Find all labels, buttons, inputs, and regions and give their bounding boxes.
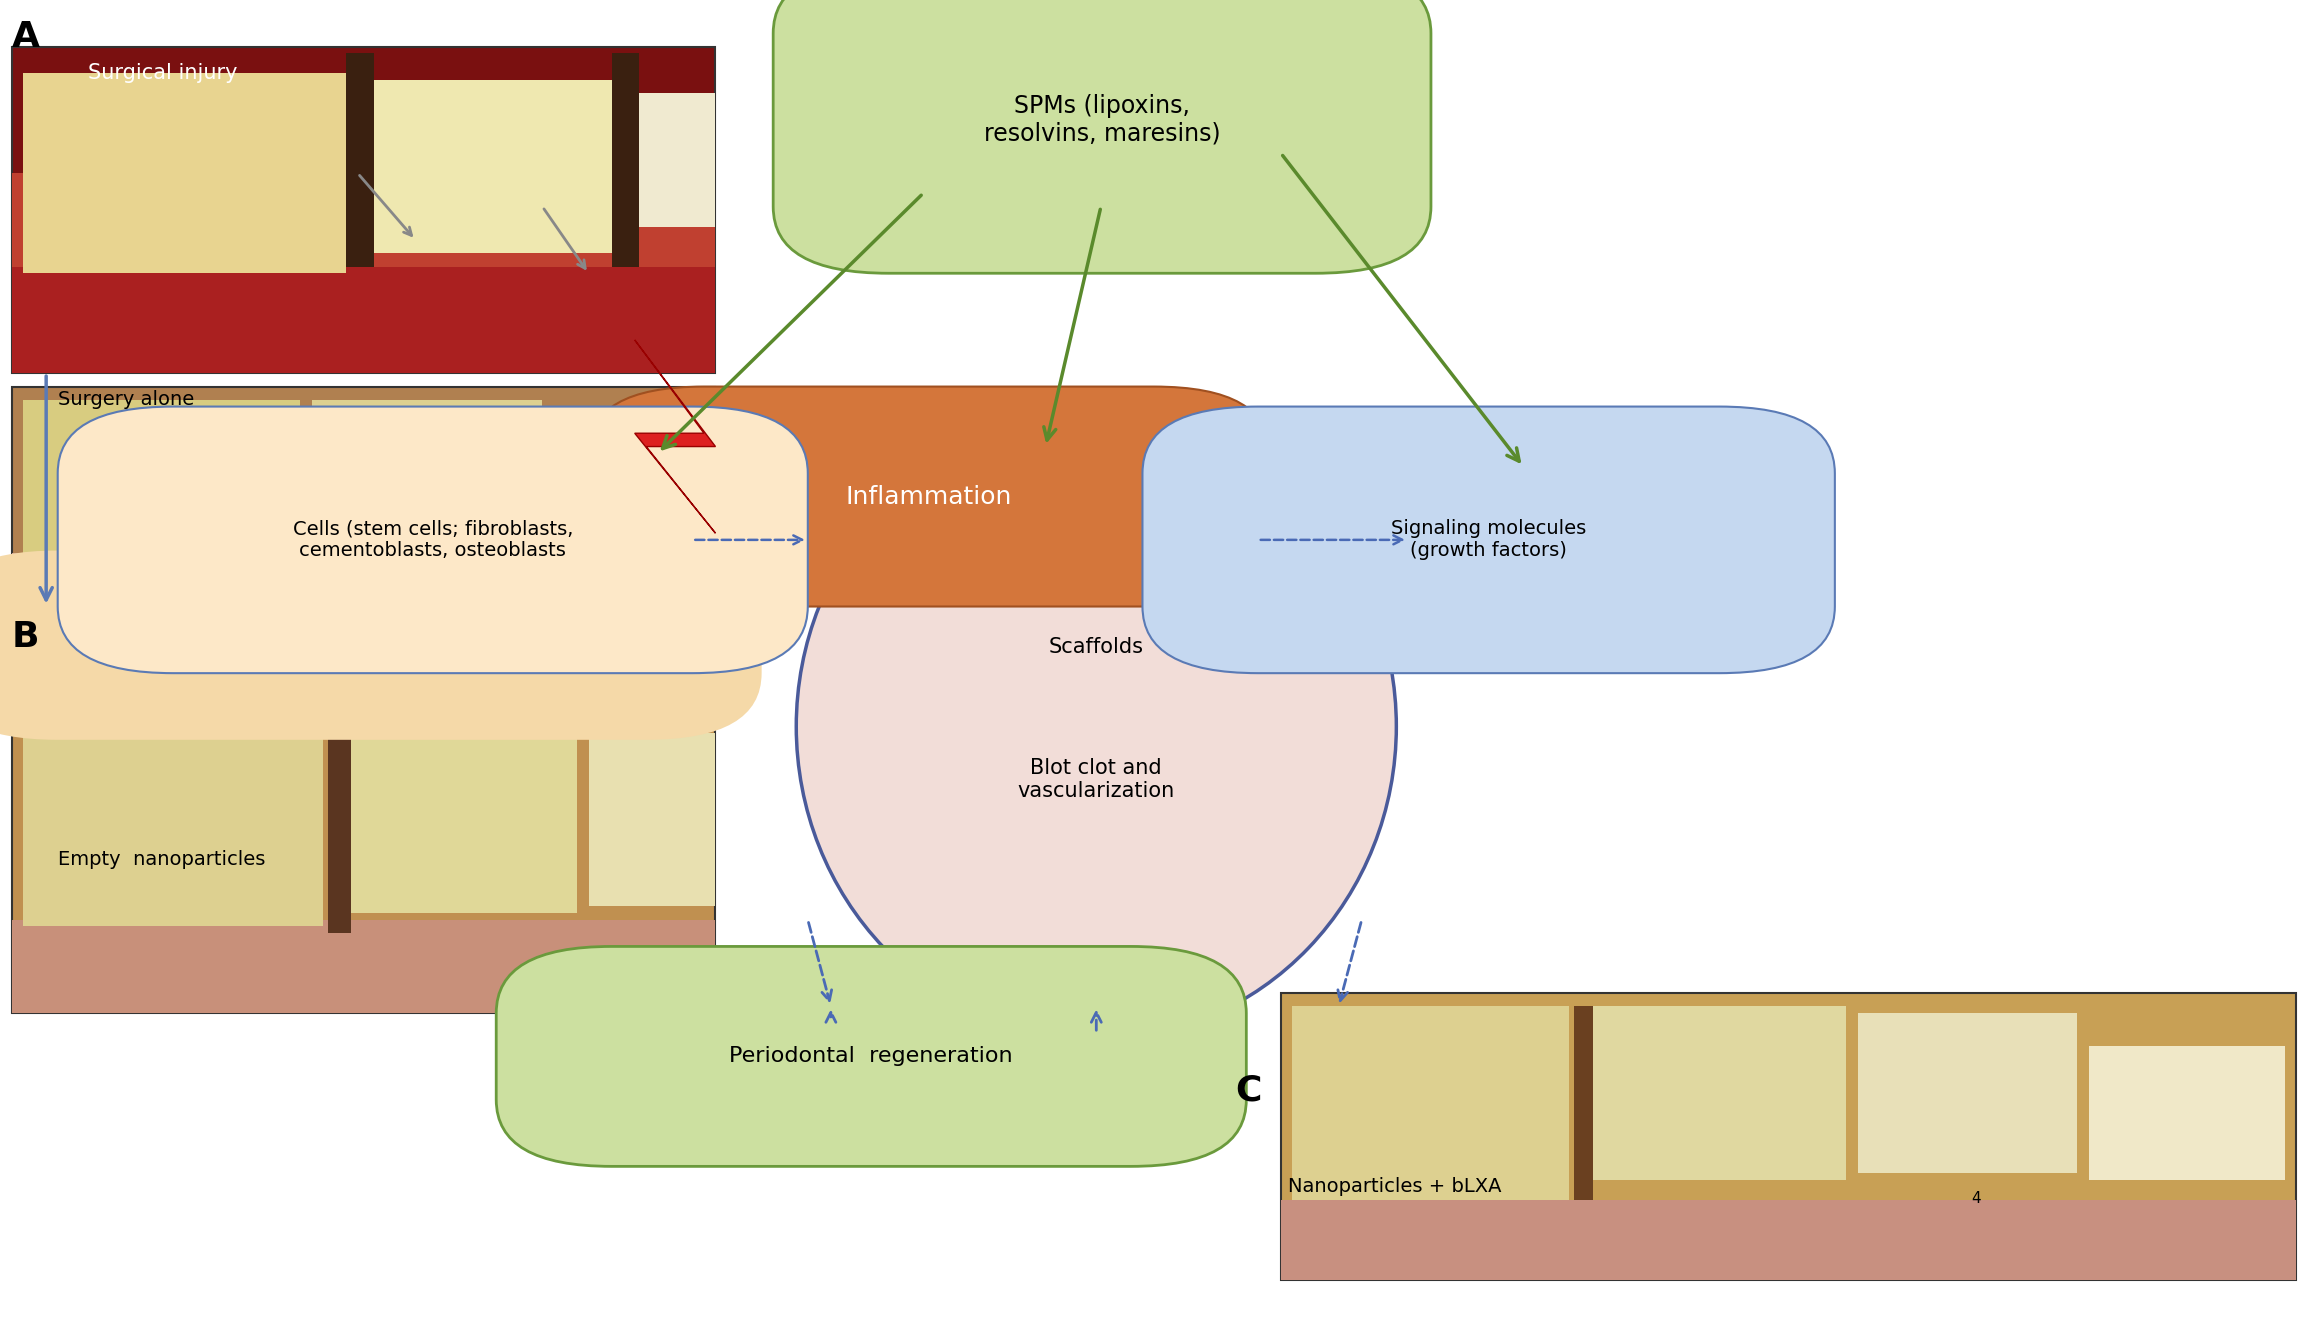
- FancyBboxPatch shape: [23, 73, 346, 273]
- FancyBboxPatch shape: [12, 173, 715, 267]
- FancyBboxPatch shape: [589, 733, 715, 906]
- Text: Empty  nanoparticles: Empty nanoparticles: [58, 850, 265, 869]
- FancyBboxPatch shape: [612, 53, 639, 267]
- FancyBboxPatch shape: [335, 720, 577, 913]
- Text: 4: 4: [1971, 1192, 1980, 1206]
- Text: B: B: [12, 620, 39, 655]
- FancyBboxPatch shape: [12, 553, 715, 620]
- Text: Periodontal  regeneration: Periodontal regeneration: [729, 1046, 1013, 1066]
- Text: SPMs (lipoxins,
resolvins, maresins): SPMs (lipoxins, resolvins, maresins): [983, 95, 1221, 145]
- FancyBboxPatch shape: [23, 400, 300, 567]
- Text: Surgery alone: Surgery alone: [58, 391, 194, 409]
- Text: A: A: [12, 20, 39, 55]
- FancyBboxPatch shape: [12, 920, 715, 1013]
- FancyBboxPatch shape: [312, 400, 542, 553]
- Text: Surgical injury: Surgical injury: [88, 63, 238, 84]
- Polygon shape: [635, 340, 715, 533]
- FancyBboxPatch shape: [1858, 1013, 2077, 1173]
- FancyBboxPatch shape: [1581, 1006, 1846, 1180]
- Text: Fibrosis/scar formation: Fibrosis/scar formation: [233, 635, 471, 656]
- FancyBboxPatch shape: [12, 47, 715, 373]
- Text: Signaling molecules
(growth factors): Signaling molecules (growth factors): [1392, 520, 1586, 560]
- FancyBboxPatch shape: [12, 253, 715, 373]
- Text: Blot clot and
vascularization: Blot clot and vascularization: [1018, 758, 1175, 801]
- FancyBboxPatch shape: [623, 93, 715, 227]
- FancyBboxPatch shape: [23, 706, 323, 926]
- Text: Scaffolds: Scaffolds: [1048, 636, 1145, 657]
- FancyBboxPatch shape: [496, 946, 1246, 1166]
- FancyBboxPatch shape: [1574, 1006, 1593, 1200]
- FancyBboxPatch shape: [0, 551, 762, 740]
- FancyBboxPatch shape: [1292, 1006, 1569, 1200]
- Text: Inflammation: Inflammation: [845, 484, 1013, 509]
- FancyBboxPatch shape: [1142, 407, 1835, 673]
- FancyBboxPatch shape: [328, 706, 351, 933]
- FancyBboxPatch shape: [369, 80, 612, 253]
- FancyBboxPatch shape: [773, 0, 1431, 273]
- FancyBboxPatch shape: [12, 387, 715, 620]
- FancyBboxPatch shape: [2089, 1046, 2285, 1180]
- Ellipse shape: [796, 413, 1396, 1040]
- Text: Cells (stem cells; fibroblasts,
cementoblasts, osteoblasts: Cells (stem cells; fibroblasts, cementob…: [293, 520, 572, 560]
- FancyBboxPatch shape: [12, 686, 715, 1013]
- Text: C: C: [1235, 1073, 1260, 1108]
- FancyBboxPatch shape: [346, 53, 374, 267]
- FancyBboxPatch shape: [589, 387, 1269, 607]
- FancyBboxPatch shape: [1281, 993, 2296, 1280]
- Text: Nanoparticles + bLXA: Nanoparticles + bLXA: [1288, 1177, 1503, 1196]
- FancyBboxPatch shape: [1281, 1200, 2296, 1280]
- FancyBboxPatch shape: [554, 407, 704, 547]
- FancyBboxPatch shape: [58, 407, 808, 673]
